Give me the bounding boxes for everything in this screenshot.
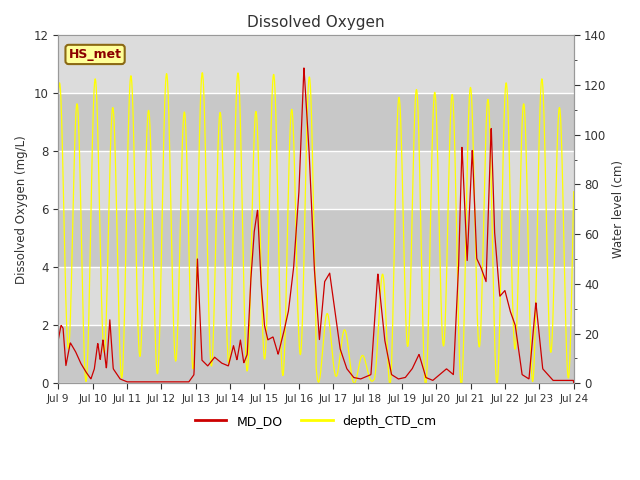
Bar bbox=[58, 93, 573, 151]
Y-axis label: Dissolved Oxygen (mg/L): Dissolved Oxygen (mg/L) bbox=[15, 135, 28, 284]
Text: HS_met: HS_met bbox=[68, 48, 122, 61]
Bar bbox=[58, 267, 573, 325]
Bar bbox=[58, 209, 573, 267]
Bar bbox=[58, 151, 573, 209]
Bar bbox=[58, 325, 573, 384]
Title: Dissolved Oxygen: Dissolved Oxygen bbox=[247, 15, 385, 30]
Bar bbox=[58, 36, 573, 93]
Legend: MD_DO, depth_CTD_cm: MD_DO, depth_CTD_cm bbox=[190, 410, 442, 433]
Y-axis label: Water level (cm): Water level (cm) bbox=[612, 160, 625, 258]
